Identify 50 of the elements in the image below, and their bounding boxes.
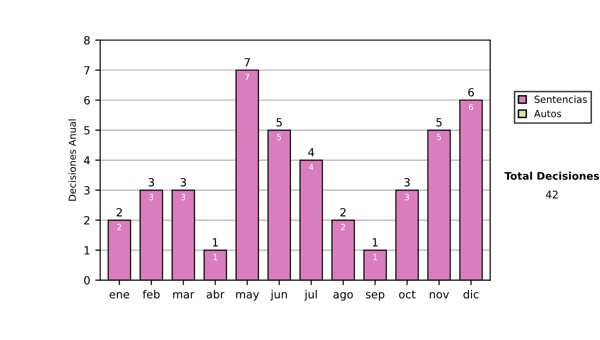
total-label: 3 [404,178,410,186]
y-tick-label: 1 [84,246,90,254]
data-label: 1 [373,254,377,260]
total-label: 2 [116,208,122,216]
x-tick-label: nov [430,292,449,298]
legend-label: Autos [534,110,562,118]
total-label: 1 [372,238,378,246]
x-tick-label: jun [270,290,287,301]
data-label: 3 [405,194,410,200]
y-tick-label: 8 [84,36,90,44]
x-tick-label: ene [110,292,130,298]
x-tick-label: dic [464,290,478,298]
data-label: 4 [308,164,314,170]
data-label: 2 [341,224,345,230]
x-tick-label: sep [366,292,384,301]
total-label: 5 [436,118,442,126]
total-label: 1 [212,238,218,246]
legend-label: Sentencias [534,95,587,104]
text: 42 [546,190,558,198]
data-label: 7 [245,74,250,80]
data-label: 5 [437,134,441,140]
x-tick-label: may [236,292,260,301]
x-tick-label: abr [206,290,224,298]
x-tick-label: mar [173,292,194,298]
total-label: 6 [468,88,474,96]
y-tick-label: 2 [84,216,90,224]
data-label: 6 [468,104,474,110]
data-label: 3 [181,194,186,200]
text: Total Decisiones [504,172,600,180]
total-label: 2 [340,208,346,216]
y-axis-title: Decisiones Anual [68,119,76,201]
x-tick-label: feb [142,290,160,298]
y-tick-label: 7 [84,66,90,74]
total-label: 3 [180,178,186,186]
x-tick-label: jul [304,290,317,301]
total-label: 4 [308,148,314,156]
total-label: 5 [276,118,282,126]
data-label: 2 [117,224,122,230]
total-label: 7 [244,58,250,66]
y-tick-label: 0 [84,276,90,285]
data-label: 5 [277,134,282,140]
data-label: 3 [149,194,154,200]
y-tick-label: 6 [84,96,90,105]
y-tick-label: 3 [84,186,90,195]
y-tick-label: 5 [84,126,90,135]
x-tick-label: ago [333,292,353,301]
x-tick-label: oct [399,290,416,298]
total-label: 3 [148,178,154,186]
data-label: 1 [214,254,218,260]
y-tick-label: 4 [84,156,90,164]
